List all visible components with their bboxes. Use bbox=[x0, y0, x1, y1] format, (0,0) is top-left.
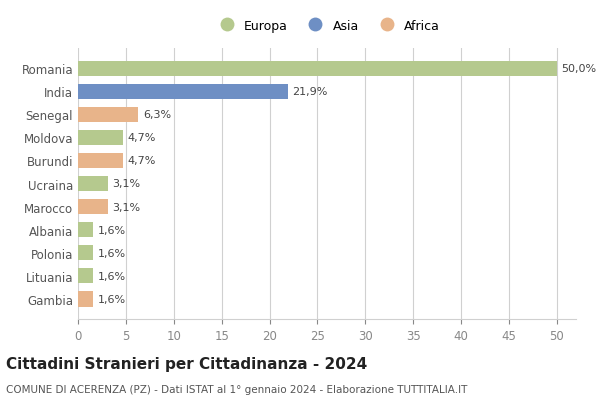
Text: 3,1%: 3,1% bbox=[112, 202, 140, 212]
Bar bbox=[78, 246, 94, 261]
Text: 50,0%: 50,0% bbox=[562, 64, 597, 74]
Bar bbox=[78, 222, 94, 238]
Text: 1,6%: 1,6% bbox=[98, 271, 126, 281]
Text: 1,6%: 1,6% bbox=[98, 248, 126, 258]
Text: 1,6%: 1,6% bbox=[98, 294, 126, 304]
Text: Cittadini Stranieri per Cittadinanza - 2024: Cittadini Stranieri per Cittadinanza - 2… bbox=[6, 356, 367, 371]
Bar bbox=[78, 108, 139, 122]
Bar bbox=[78, 200, 107, 215]
Bar bbox=[78, 61, 557, 76]
Bar bbox=[78, 84, 288, 99]
Bar bbox=[78, 292, 94, 307]
Legend: Europa, Asia, Africa: Europa, Asia, Africa bbox=[209, 15, 445, 38]
Text: COMUNE DI ACERENZA (PZ) - Dati ISTAT al 1° gennaio 2024 - Elaborazione TUTTITALI: COMUNE DI ACERENZA (PZ) - Dati ISTAT al … bbox=[6, 384, 467, 394]
Bar bbox=[78, 130, 123, 146]
Text: 4,7%: 4,7% bbox=[128, 133, 156, 143]
Text: 1,6%: 1,6% bbox=[98, 225, 126, 235]
Text: 6,3%: 6,3% bbox=[143, 110, 171, 120]
Text: 4,7%: 4,7% bbox=[128, 156, 156, 166]
Bar bbox=[78, 269, 94, 284]
Bar bbox=[78, 153, 123, 169]
Text: 3,1%: 3,1% bbox=[112, 179, 140, 189]
Text: 21,9%: 21,9% bbox=[293, 87, 328, 97]
Bar bbox=[78, 177, 107, 191]
